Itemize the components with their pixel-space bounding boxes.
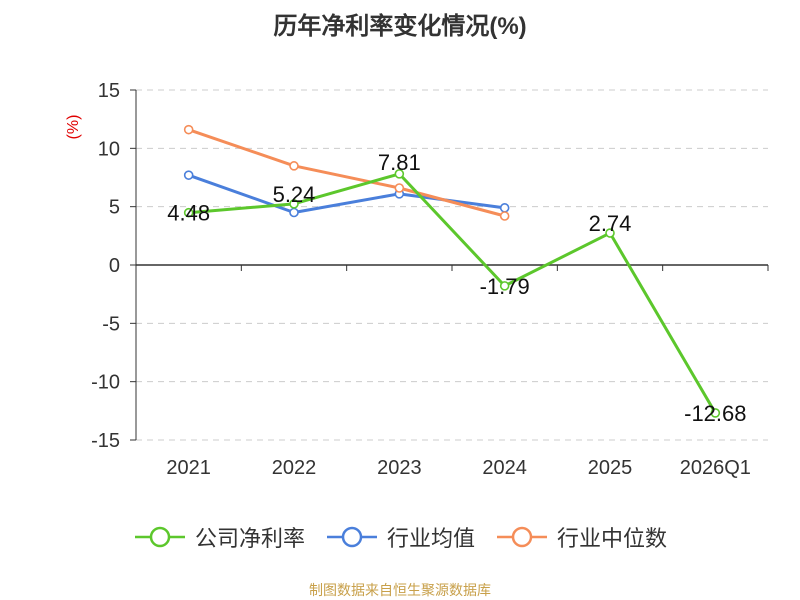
series-layer (183, 124, 721, 418)
data-point (710, 408, 721, 418)
data-point (183, 207, 194, 218)
y-tick-label: -5 (102, 313, 120, 335)
data-point (289, 161, 299, 171)
data-point (289, 207, 299, 218)
legend-label: 行业均值 (386, 526, 475, 551)
axis-layer: 15 10 5 0 -5 -10 -15 2021 2022 2023 2024 2025 2026Q1 (91, 80, 769, 479)
data-label: 5.24 (273, 182, 316, 207)
chart-title: 历年净利率变化情况(%) (273, 13, 527, 40)
legend: 公司净利率 行业均值 行业中位数 (0, 520, 800, 554)
x-tick-label: 2023 (377, 457, 422, 479)
legend-label: 行业中位数 (557, 526, 668, 551)
legend-marker-icon (497, 526, 547, 548)
legend-item[interactable]: 行业均值 (325, 521, 475, 553)
legend-item[interactable]: 公司净利率 (133, 521, 305, 553)
legend-marker-icon (326, 526, 377, 548)
x-tick-label: 2026Q1 (680, 457, 751, 479)
data-point (183, 170, 194, 180)
series-line (188, 172, 717, 414)
legend-label: 公司净利率 (194, 526, 305, 551)
data-point (499, 211, 510, 221)
y-tick-label: 5 (109, 197, 120, 219)
data-label: 7.81 (378, 150, 421, 175)
x-tick-label: 2021 (166, 457, 211, 479)
data-label: 2.74 (589, 211, 632, 236)
data-point (394, 169, 405, 179)
legend-marker-icon (134, 526, 185, 548)
source-note: 制图数据来自恒生聚源数据库 (309, 582, 491, 598)
y-tick-label: 0 (109, 255, 120, 277)
y-tick-label: -15 (91, 430, 120, 452)
series-line (188, 128, 506, 218)
data-point (499, 203, 510, 213)
x-tick-label: 2024 (482, 457, 527, 479)
data-point (605, 228, 615, 238)
legend-item[interactable]: 行业中位数 (495, 521, 667, 553)
data-label: -12.68 (684, 401, 746, 426)
data-label: 4.48 (167, 201, 210, 226)
data-point (289, 199, 299, 209)
data-point (394, 183, 405, 193)
y-tick-label: -10 (91, 372, 120, 394)
y-tick-label: 15 (98, 80, 120, 102)
data-label-layer: 4.48 5.24 7.81 -1.79 2.74 -12.68 (167, 150, 746, 426)
x-tick-label: 2025 (588, 457, 633, 479)
y-tick-label: 10 (98, 138, 120, 160)
x-tick-label: 2022 (272, 457, 317, 479)
y-axis-label: (%) (65, 115, 82, 140)
data-point (499, 281, 510, 291)
data-label: -1.79 (480, 274, 530, 299)
data-point (183, 124, 194, 135)
